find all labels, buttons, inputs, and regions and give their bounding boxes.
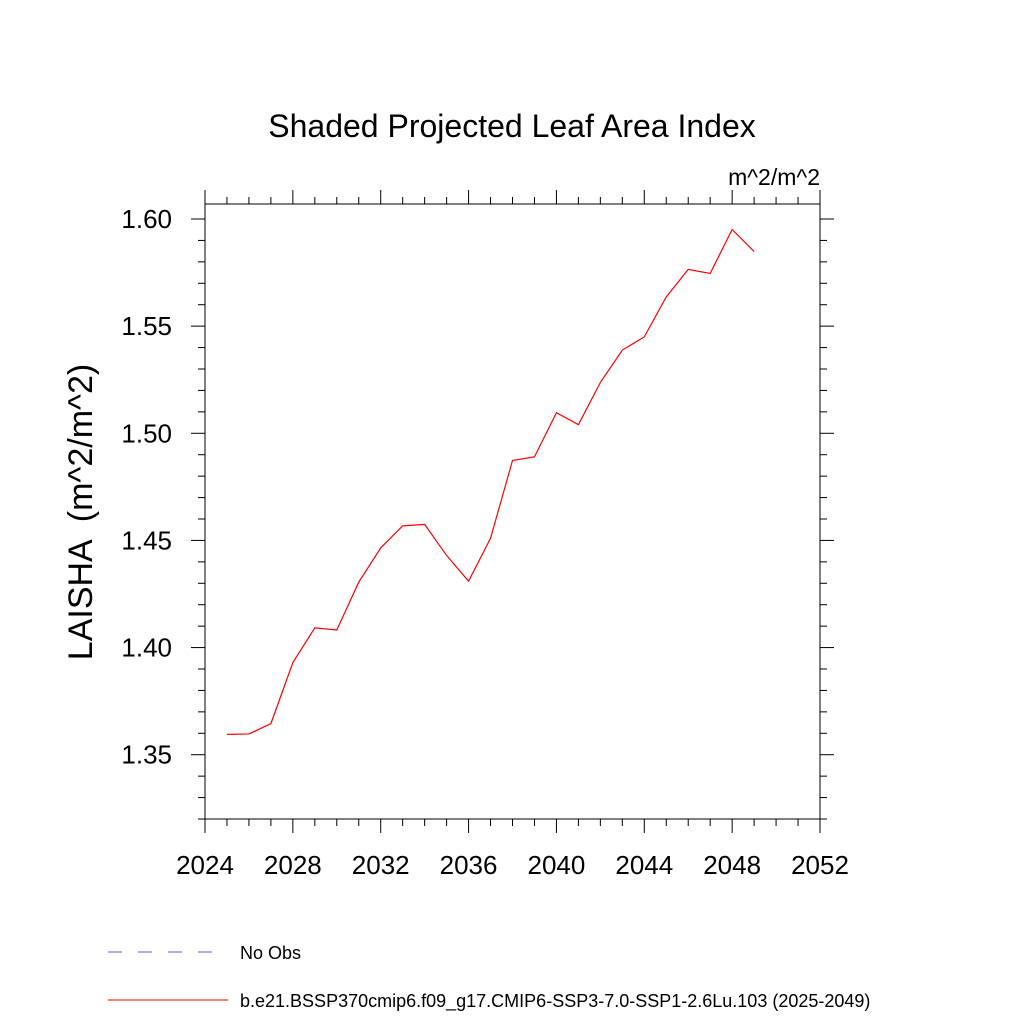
x-tick-label: 2028 [264,850,322,880]
series-line [226,228,755,735]
x-tick-label: 2036 [440,850,498,880]
y-tick-label: 1.60 [121,204,172,234]
plot-frame [204,203,821,820]
y-tick-label: 1.50 [121,418,172,448]
legend-label: b.e21.BSSP370cmip6.f09_g17.CMIP6-SSP3-7.… [240,991,870,1012]
y-tick-label: 1.55 [121,311,172,341]
x-tick-label: 2048 [703,850,761,880]
series-layer [226,228,755,735]
y-axis-label: LAISHA (m^2/m^2) [62,364,100,660]
chart-title: Shaded Projected Leaf Area Index [268,108,755,144]
x-tick-label: 2052 [791,850,849,880]
axis-tick-labels: 2024 2028 2032 2036 2040 2044 2048 2052 1.35 1.40… [121,204,849,880]
x-tick-label: 2040 [528,850,586,880]
x-tick-label: 2032 [352,850,410,880]
legend: No Obs b.e21.BSSP370cmip6.f09_g17.CMIP6-S… [108,943,870,1012]
legend-label: No Obs [240,943,301,963]
x-tick-label: 2024 [176,850,234,880]
axis-ticks [191,190,834,833]
x-tick-label: 2044 [615,850,673,880]
units-label: m^2/m^2 [728,164,820,190]
y-tick-label: 1.35 [121,740,172,770]
y-tick-label: 1.45 [121,525,172,555]
y-tick-label: 1.40 [121,633,172,663]
